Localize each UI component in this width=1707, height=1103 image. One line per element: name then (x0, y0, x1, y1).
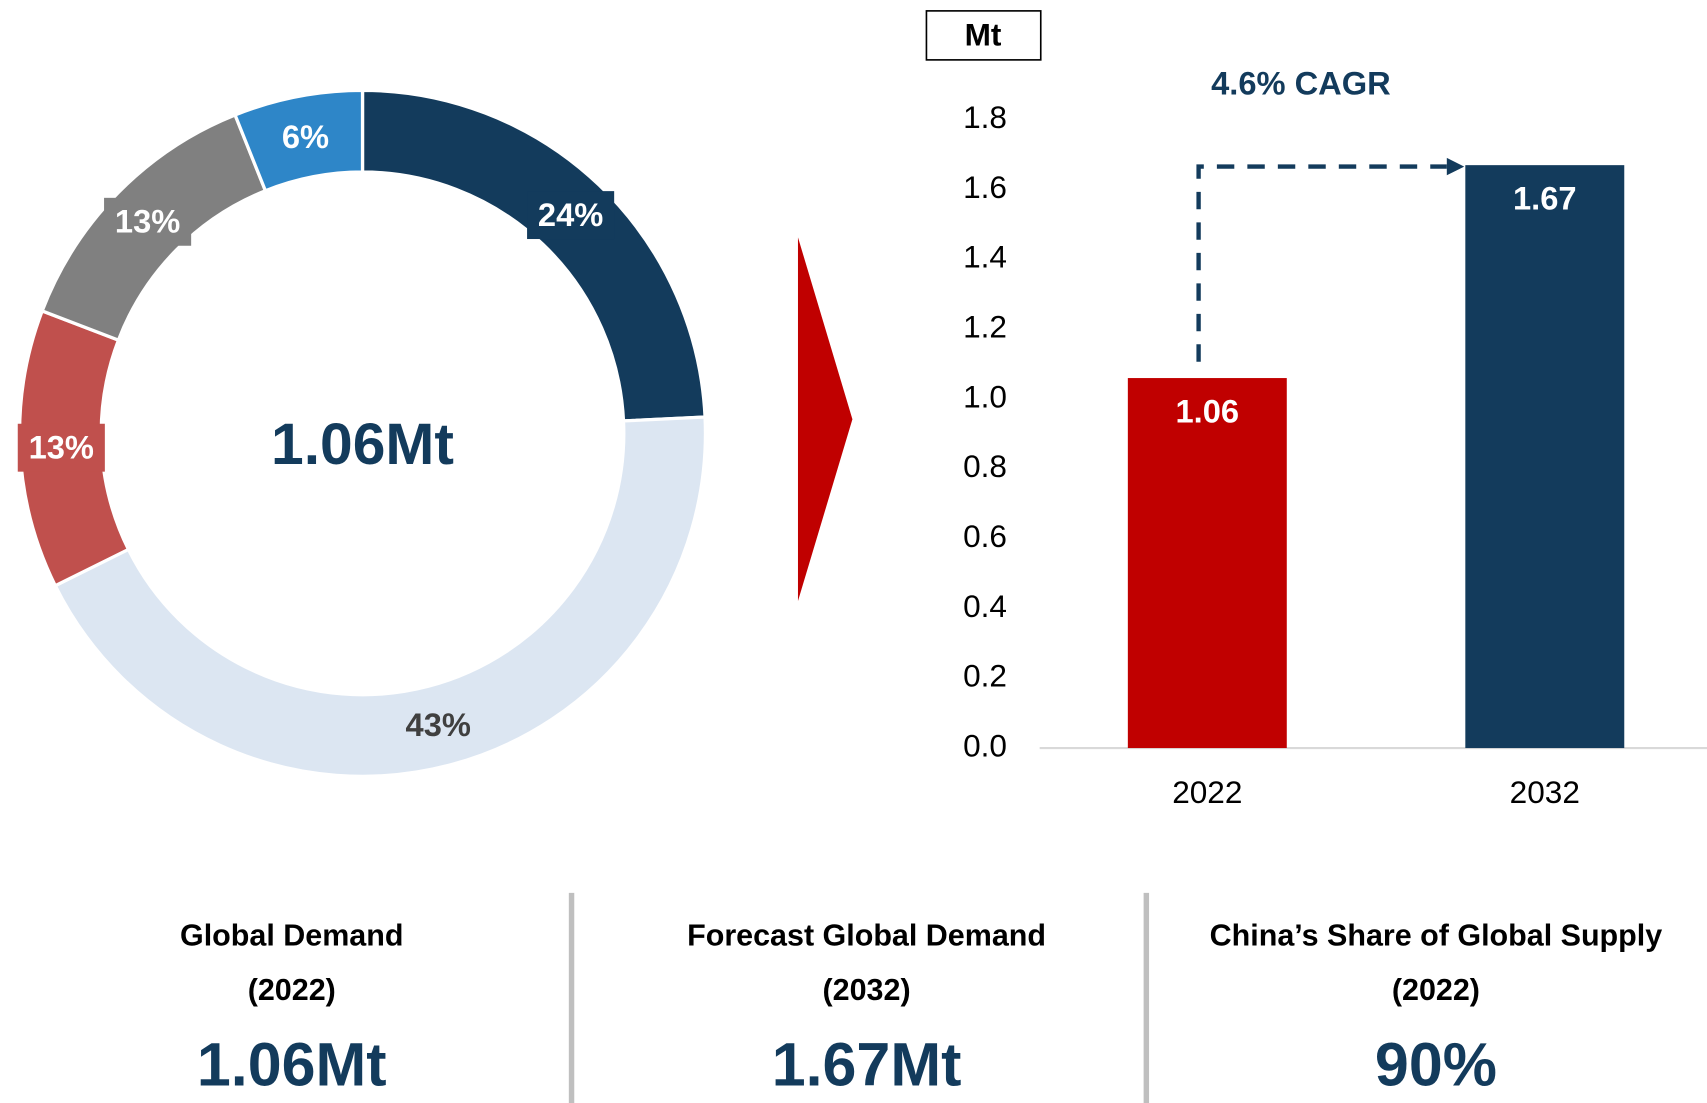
arrow-head (1446, 157, 1465, 176)
data-label: 1.06 (1176, 393, 1240, 430)
bar (1465, 165, 1625, 749)
data-label: 13% (115, 203, 180, 240)
label-box (527, 191, 615, 240)
y-tick-label: 0.2 (963, 658, 1007, 694)
y-tick-label: 0.0 (963, 727, 1007, 763)
stat-value: 90% (1375, 1030, 1497, 1098)
cagr-arrow (1196, 164, 1447, 362)
donut-segment (53, 415, 708, 778)
center-label: 1.06Mt (271, 412, 454, 477)
annotation: 4.6% CAGR (1211, 65, 1391, 102)
data-label: 13% (29, 429, 94, 466)
data-label: 6% (282, 118, 329, 155)
y-tick-label: 1.0 (963, 378, 1007, 414)
y-tick-label: 1.6 (963, 169, 1007, 205)
stat-title: China’s Share of Global Supply (1210, 919, 1663, 953)
label-box (104, 197, 192, 246)
y-tick-label: 0.4 (963, 588, 1007, 624)
stat-title: Global Demand (180, 919, 403, 953)
data-label: 43% (406, 706, 471, 743)
data-label: 1.67 (1513, 180, 1577, 217)
x-tick-label: 2022 (1172, 774, 1242, 810)
chevron (797, 237, 853, 602)
stat-title: Forecast Global Demand (687, 919, 1046, 953)
stat-value: 1.67Mt (772, 1030, 962, 1098)
y-tick-label: 0.6 (963, 518, 1007, 554)
y-tick-label: 1.4 (963, 239, 1007, 275)
stat-subtitle: (2022) (248, 973, 336, 1007)
label-box (17, 423, 105, 472)
y-tick-label: 1.8 (963, 99, 1007, 135)
label-box (394, 701, 482, 750)
data-label: 24% (538, 196, 603, 233)
unit-box (925, 10, 1042, 61)
stat-subtitle: (2022) (1392, 973, 1480, 1007)
y-tick-label: 0.8 (963, 448, 1007, 484)
stat-subtitle: (2032) (823, 973, 911, 1007)
x-tick-label: 2032 (1510, 774, 1580, 810)
unit-label: Mt (965, 16, 1002, 52)
y-tick-label: 1.2 (963, 309, 1007, 345)
donut-segment (360, 88, 707, 423)
label-box (261, 113, 349, 162)
bar (1127, 378, 1287, 749)
stat-value: 1.06Mt (197, 1030, 387, 1098)
